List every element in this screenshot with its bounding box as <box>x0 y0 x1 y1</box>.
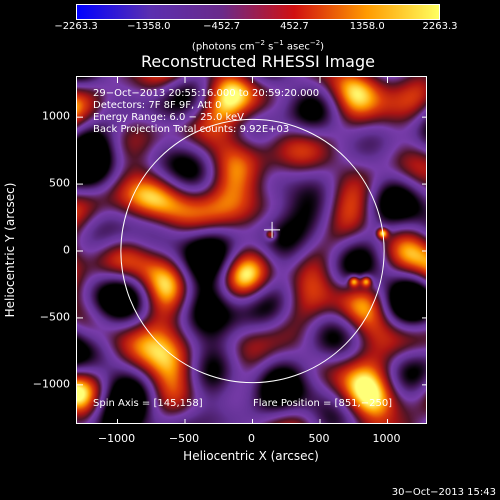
y-tick-label: 500 <box>49 176 70 190</box>
spin-axis-label: Spin Axis = [145,158] <box>93 398 203 409</box>
info-line-3: Energy Range: 6.0 − 25.0 keV <box>93 112 244 123</box>
colorbar-tick-label: 1358.0 <box>349 21 385 32</box>
y-tick-label: 0 <box>63 243 70 257</box>
overlay <box>77 77 426 423</box>
colorbar-tick-label: −2263.3 <box>54 21 98 32</box>
y-axis-label: Heliocentric Y (arcsec) <box>3 182 17 318</box>
flare-position-label: Flare Position = [851,−250] <box>253 398 393 409</box>
x-axis-label: Heliocentric X (arcsec) <box>183 449 319 463</box>
info-line-1: 29−Oct−2013 20:55:16.000 to 20:59:20.000 <box>93 88 320 99</box>
chart-title: Reconstructed RHESSI Image <box>141 52 375 71</box>
info-line-2: Detectors: 7F 8F 9F, Att 0 <box>93 100 222 111</box>
plot-area: 29−Oct−2013 20:55:16.000 to 20:59:20.000… <box>76 76 427 424</box>
colorbar-tick-label: −452.7 <box>203 21 241 32</box>
timestamp: 30−Oct−2013 15:43 <box>391 487 496 498</box>
x-tick-label: 1000 <box>372 432 401 445</box>
x-tick-label: −500 <box>168 432 200 445</box>
colorbar-tick-label: −1358.0 <box>127 21 171 32</box>
heatmap-image <box>77 77 426 423</box>
colorbar <box>76 4 440 20</box>
colorbar-units: (photons cm−2 s−1 asec−2) <box>191 39 325 53</box>
info-line-4: Back Projection Total counts: 9.92E+03 <box>93 124 290 135</box>
colorbar-tick-label: 452.7 <box>280 21 309 32</box>
colorbar-tick-label: 2263.3 <box>422 21 458 32</box>
y-tick-label: 1000 <box>42 109 70 123</box>
x-tick-label: −1000 <box>97 432 136 445</box>
solar-limb-circle <box>120 118 385 384</box>
x-tick-label: 500 <box>308 432 330 445</box>
x-tick-label: 0 <box>248 432 255 445</box>
y-tick-label: −500 <box>39 310 70 324</box>
y-tick-label: −1000 <box>32 377 70 391</box>
